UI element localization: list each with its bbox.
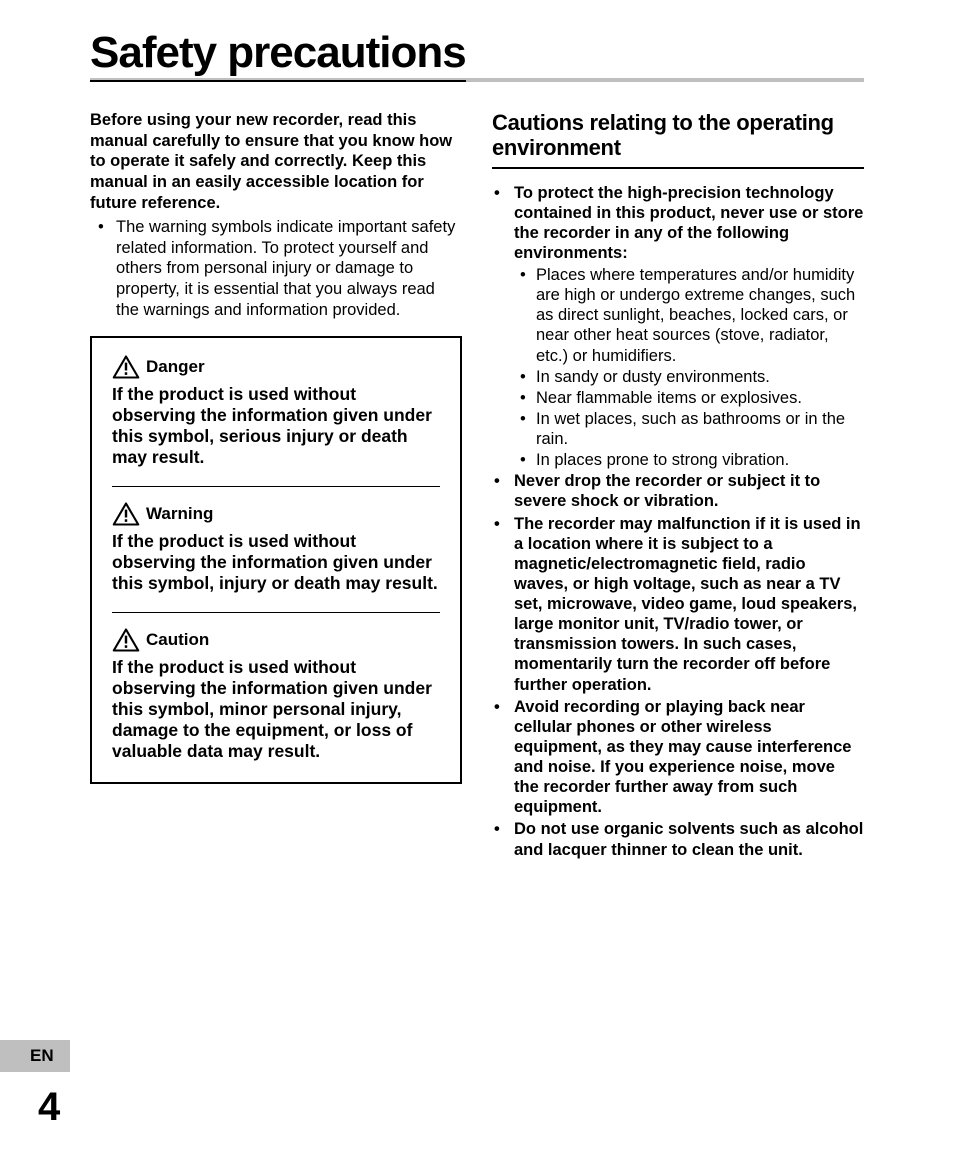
caution-heading: Caution xyxy=(112,627,440,653)
danger-heading: Danger xyxy=(112,354,440,380)
intro-bullet-text: The warning symbols indicate important s… xyxy=(116,217,462,320)
item-text: The recorder may malfunction if it is us… xyxy=(514,514,864,695)
title-rule: Safety precautions xyxy=(90,28,864,82)
section-heading: Cautions relating to the operating envir… xyxy=(492,110,864,169)
list-item: •In wet places, such as bathrooms or in … xyxy=(516,409,864,449)
two-column-layout: Before using your new recorder, read thi… xyxy=(90,110,864,862)
page: Safety precautions Before using your new… xyxy=(0,0,954,892)
bullet-dot: • xyxy=(516,367,536,387)
warning-icon xyxy=(112,501,140,527)
warning-body: If the product is used without observing… xyxy=(112,531,440,594)
item-text: Do not use organic solvents such as alco… xyxy=(514,819,864,859)
danger-label: Danger xyxy=(146,357,205,377)
caution-label: Caution xyxy=(146,630,209,650)
language-tab: EN xyxy=(0,1040,70,1072)
warning-heading: Warning xyxy=(112,501,440,527)
lead-bullet-text: To protect the high-precision technology… xyxy=(514,183,864,264)
bullet-dot: • xyxy=(492,514,514,695)
caution-block: Caution If the product is used without o… xyxy=(112,627,440,762)
intro-paragraph: Before using your new recorder, read thi… xyxy=(90,110,462,213)
item-text: In places prone to strong vibration. xyxy=(536,450,864,470)
right-column: Cautions relating to the operating envir… xyxy=(492,110,864,862)
bullet-dot: • xyxy=(516,450,536,470)
list-item: •In places prone to strong vibration. xyxy=(516,450,864,470)
caution-icon xyxy=(112,627,140,653)
warning-label: Warning xyxy=(146,504,213,524)
bullet-dot: • xyxy=(90,217,116,320)
bullet-dot: • xyxy=(492,697,514,818)
danger-block: Danger If the product is used without ob… xyxy=(112,354,440,468)
danger-body: If the product is used without observing… xyxy=(112,384,440,468)
lead-bullet: • To protect the high-precision technolo… xyxy=(492,183,864,264)
list-item: •Do not use organic solvents such as alc… xyxy=(492,819,864,859)
item-text: Places where temperatures and/or humidit… xyxy=(536,265,864,366)
warning-block: Warning If the product is used without o… xyxy=(112,501,440,594)
list-item: •Avoid recording or playing back near ce… xyxy=(492,697,864,818)
item-text: Avoid recording or playing back near cel… xyxy=(514,697,864,818)
page-title: Safety precautions xyxy=(90,28,466,82)
list-item: •Never drop the recorder or subject it t… xyxy=(492,471,864,511)
bullet-dot: • xyxy=(492,471,514,511)
list-item: •The recorder may malfunction if it is u… xyxy=(492,514,864,695)
bullet-dot: • xyxy=(492,183,514,264)
separator xyxy=(112,486,440,487)
item-text: In sandy or dusty environments. xyxy=(536,367,864,387)
bullet-dot: • xyxy=(492,819,514,859)
danger-icon xyxy=(112,354,140,380)
warning-symbol-box: Danger If the product is used without ob… xyxy=(90,336,462,784)
bullet-dot: • xyxy=(516,265,536,366)
list-item: •Near flammable items or explosives. xyxy=(516,388,864,408)
separator xyxy=(112,612,440,613)
list-item: •In sandy or dusty environments. xyxy=(516,367,864,387)
intro-bullet: • The warning symbols indicate important… xyxy=(90,217,462,320)
bullet-dot: • xyxy=(516,409,536,449)
bullet-dot: • xyxy=(516,388,536,408)
item-text: Never drop the recorder or subject it to… xyxy=(514,471,864,511)
left-column: Before using your new recorder, read thi… xyxy=(90,110,462,862)
list-item: •Places where temperatures and/or humidi… xyxy=(516,265,864,366)
caution-body: If the product is used without observing… xyxy=(112,657,440,762)
item-text: In wet places, such as bathrooms or in t… xyxy=(536,409,864,449)
environment-sublist: •Places where temperatures and/or humidi… xyxy=(492,265,864,470)
page-number: 4 xyxy=(38,1085,60,1130)
cautions-list: • To protect the high-precision technolo… xyxy=(492,183,864,860)
item-text: Near flammable items or explosives. xyxy=(536,388,864,408)
